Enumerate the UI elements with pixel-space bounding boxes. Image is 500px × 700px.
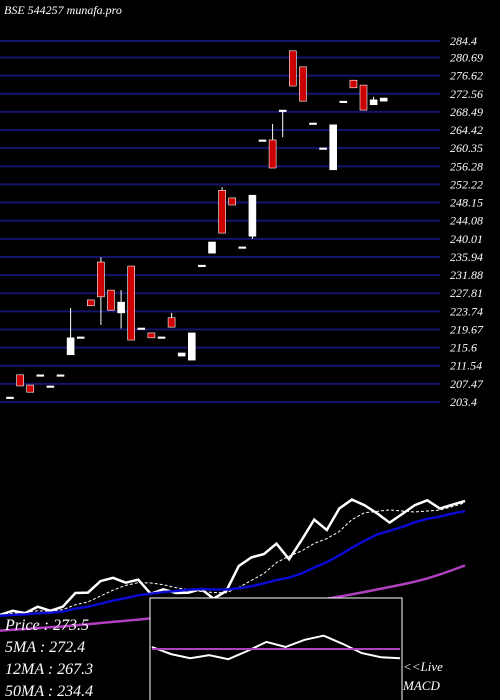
candle-body bbox=[288, 50, 297, 87]
y-tick-label: 219.67 bbox=[450, 322, 484, 336]
candle-body bbox=[218, 190, 226, 234]
macd-title: MACD bbox=[402, 678, 440, 693]
y-tick-label: 244.08 bbox=[450, 214, 483, 228]
y-tick-label: 240.01 bbox=[450, 232, 483, 246]
candle-body bbox=[66, 337, 75, 356]
legend-entry: 50MA : 234.4 bbox=[5, 683, 93, 700]
candle-body bbox=[46, 385, 55, 388]
y-tick-label: 231.88 bbox=[450, 268, 483, 282]
candle-body bbox=[238, 246, 247, 249]
y-tick-label: 268.49 bbox=[450, 105, 483, 119]
candle-body bbox=[107, 289, 115, 311]
y-tick-label: 235.94 bbox=[450, 250, 483, 264]
candle-body bbox=[319, 147, 327, 150]
series-line bbox=[0, 509, 466, 618]
y-tick-label: 256.28 bbox=[450, 159, 483, 173]
candle-body bbox=[177, 352, 186, 357]
y-tick-label: 211.54 bbox=[450, 359, 482, 373]
candle-body bbox=[117, 301, 125, 314]
candle-body bbox=[97, 261, 105, 298]
candle-body bbox=[379, 97, 388, 102]
legend-entry: 12MA : 267.3 bbox=[5, 661, 93, 678]
y-tick-label: 252.22 bbox=[450, 177, 483, 191]
candle-body bbox=[167, 317, 176, 328]
candle-body bbox=[76, 336, 85, 339]
candle-body bbox=[268, 139, 277, 169]
y-tick-label: 203.4 bbox=[450, 395, 477, 409]
y-tick-label: 227.81 bbox=[450, 286, 483, 300]
candle-body bbox=[329, 124, 338, 171]
y-tick-label: 223.74 bbox=[450, 304, 483, 318]
candle-body bbox=[228, 197, 236, 206]
y-tick-label: 260.35 bbox=[450, 141, 483, 155]
chart-title: BSE 544257 munafa.pro bbox=[4, 3, 122, 17]
y-tick-label: 272.56 bbox=[450, 87, 483, 101]
y-tick-label: 280.69 bbox=[450, 51, 483, 65]
candle-body bbox=[56, 374, 65, 377]
candle-body bbox=[208, 241, 216, 254]
candle-body bbox=[127, 265, 135, 341]
candle-body bbox=[147, 332, 156, 339]
y-tick-label: 215.6 bbox=[450, 341, 477, 355]
candle-body bbox=[278, 109, 287, 112]
candle-body bbox=[87, 299, 95, 307]
candle-body bbox=[198, 264, 206, 267]
legend-entry: 5MA : 272.4 bbox=[5, 639, 85, 656]
candle-body bbox=[137, 327, 146, 330]
y-tick-label: 264.42 bbox=[450, 123, 483, 137]
series-line bbox=[0, 498, 466, 617]
candle-body bbox=[349, 79, 358, 89]
candle-body bbox=[258, 139, 267, 142]
y-tick-label: 248.15 bbox=[450, 196, 483, 210]
candle-body bbox=[36, 374, 45, 377]
legend-entry: Price : 273.5 bbox=[4, 617, 89, 634]
candle-body bbox=[26, 384, 35, 393]
candle-body bbox=[299, 66, 307, 102]
candle-body bbox=[369, 99, 378, 106]
series-line bbox=[151, 634, 401, 661]
y-tick-label: 284.4 bbox=[450, 34, 477, 48]
candle-body bbox=[6, 396, 14, 399]
candle-body bbox=[188, 332, 196, 361]
candle-body bbox=[248, 194, 257, 237]
y-tick-label: 207.47 bbox=[450, 377, 484, 391]
y-tick-label: 276.62 bbox=[450, 69, 483, 83]
candle-body bbox=[309, 122, 317, 125]
candle-body bbox=[157, 336, 166, 339]
candle-body bbox=[339, 100, 348, 103]
live-label: <<Live bbox=[403, 659, 443, 674]
series-line bbox=[0, 502, 466, 615]
candle-body bbox=[359, 84, 368, 111]
candle-body bbox=[16, 374, 24, 387]
